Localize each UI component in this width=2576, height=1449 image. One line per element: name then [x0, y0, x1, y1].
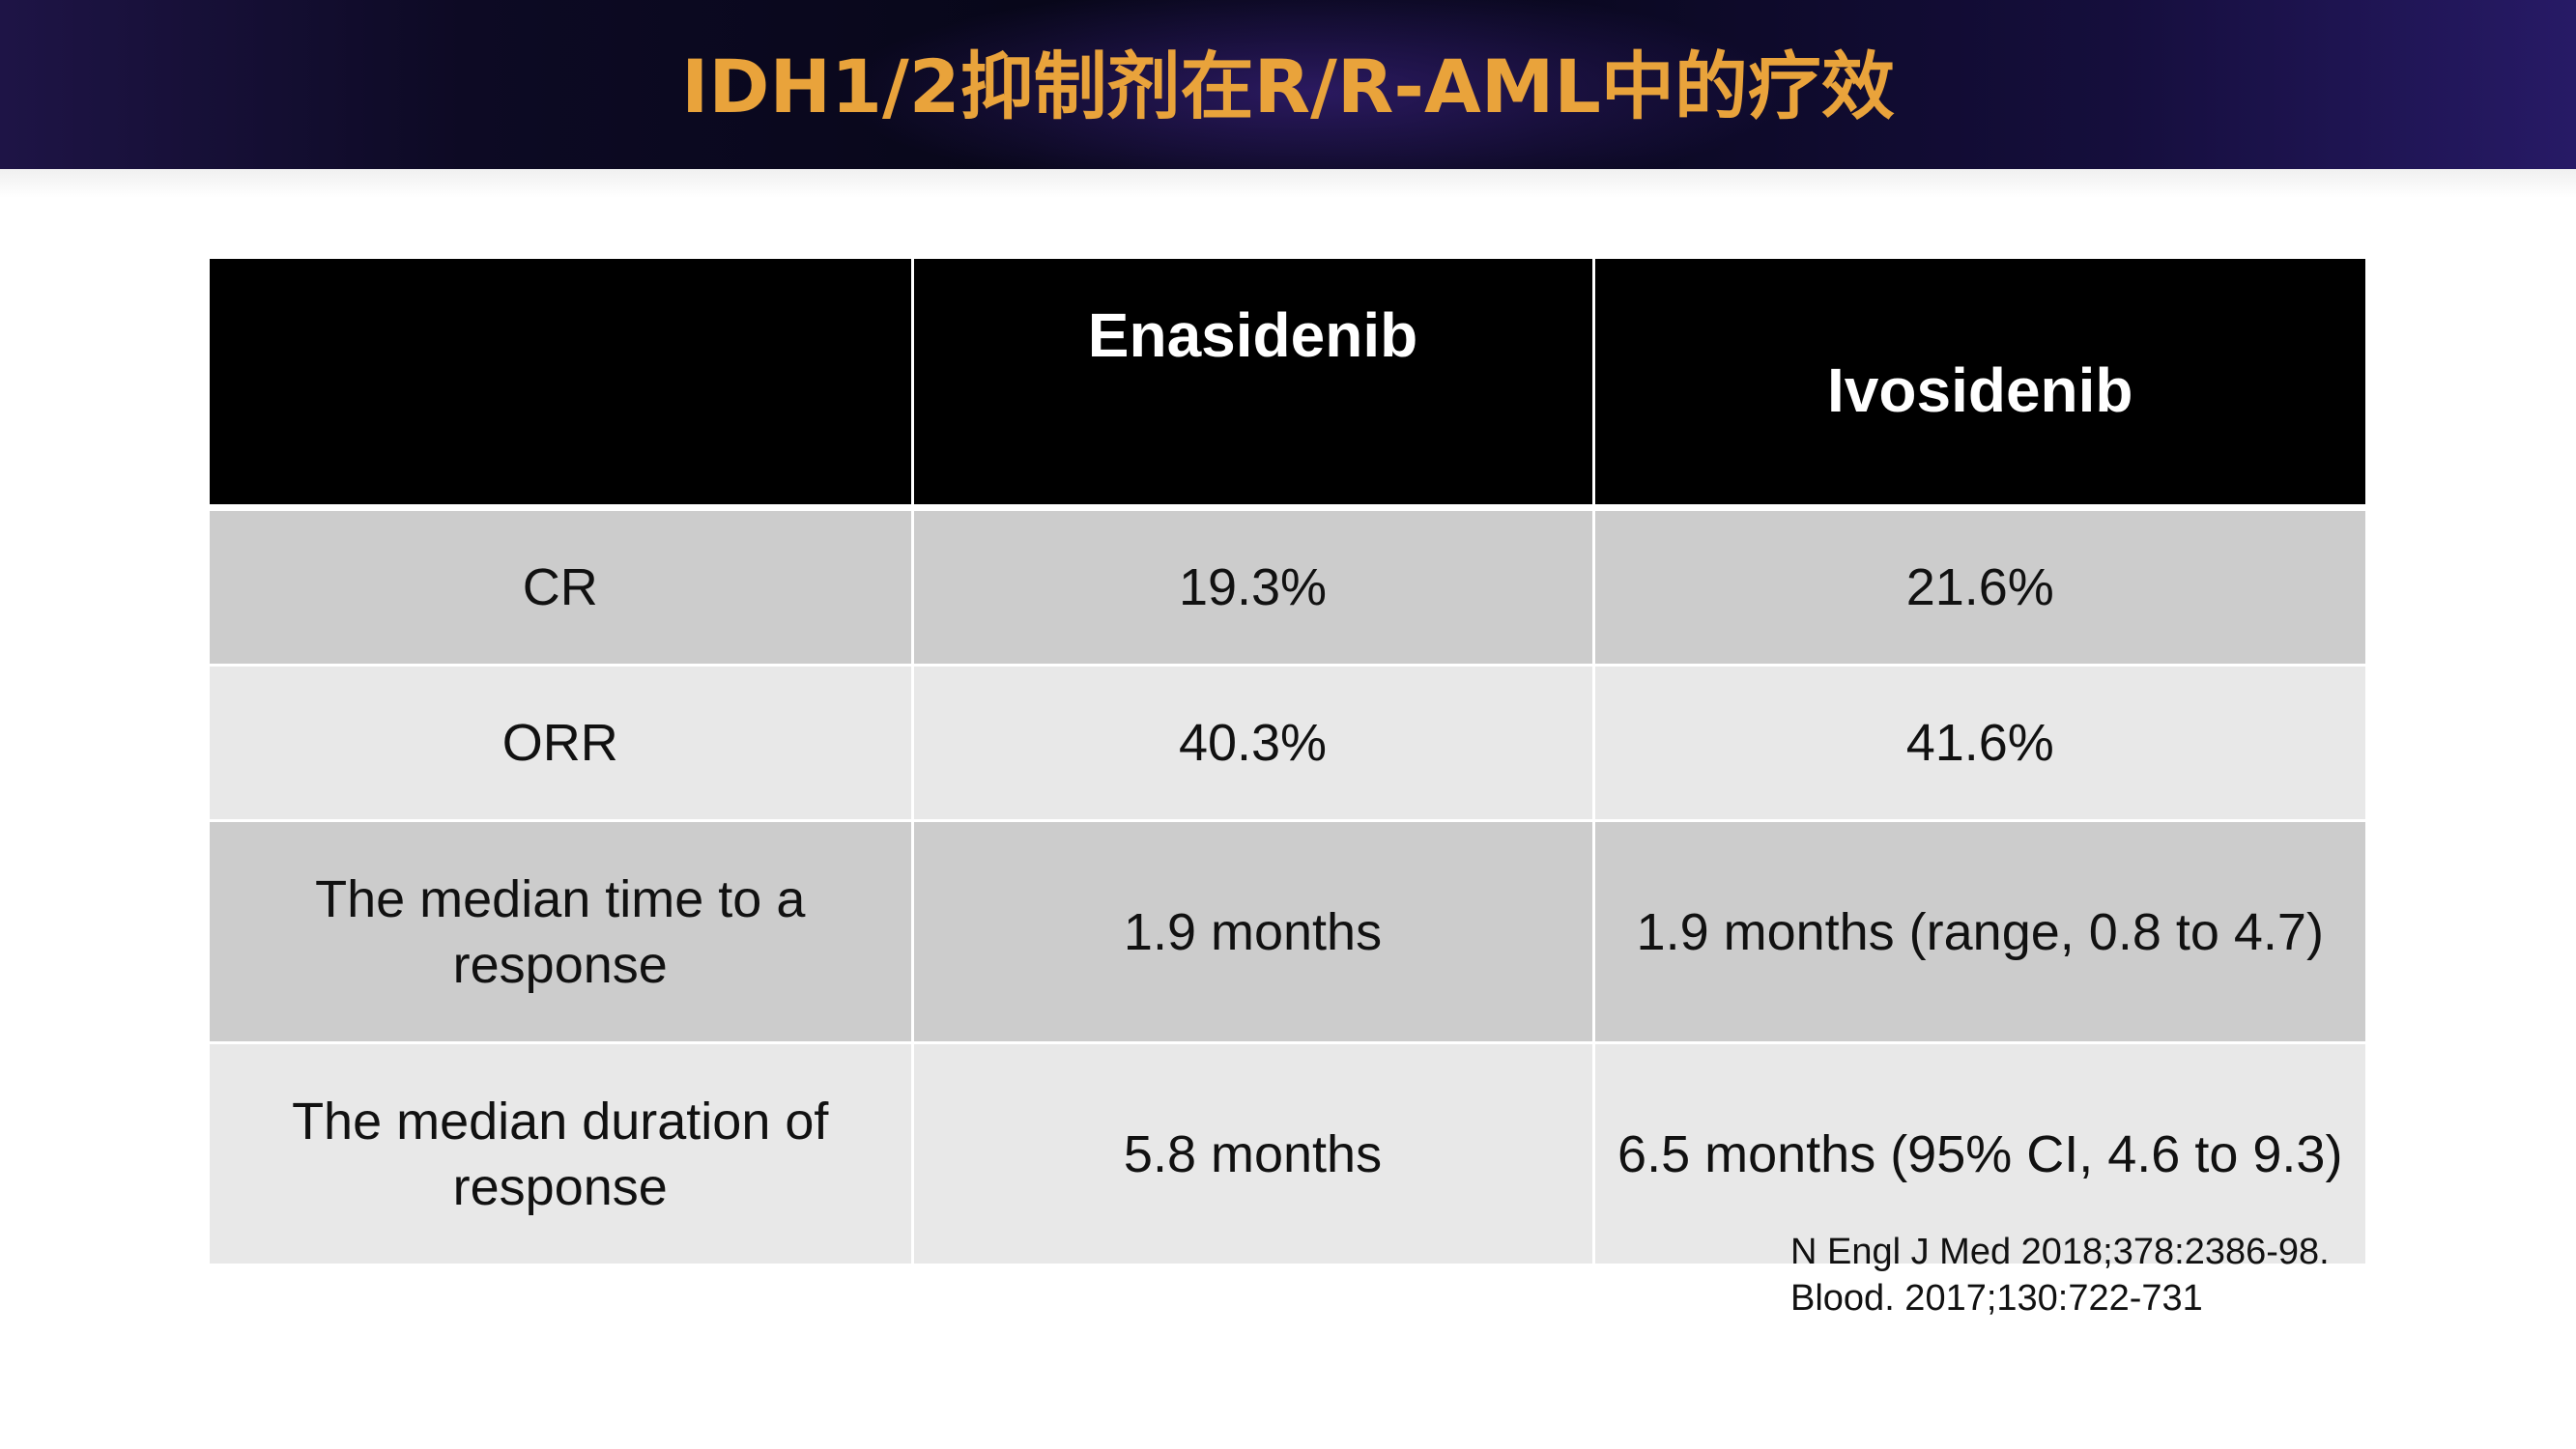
efficacy-table-container: Enasidenib Ivosidenib CR 19.3% 21.6% ORR… [210, 259, 2365, 1266]
header-corner-cell [210, 259, 914, 511]
table-row-cr: CR 19.3% 21.6% [210, 507, 2365, 667]
row-label-median-time-to-response: The median time to a response [210, 820, 914, 1044]
efficacy-comparison-table: Enasidenib Ivosidenib CR 19.3% 21.6% ORR… [210, 259, 2365, 1266]
title-banner [0, 0, 2576, 169]
header-enasidenib: Enasidenib [912, 259, 1595, 511]
cr-ivosidenib-value: 21.6% [1593, 507, 2365, 667]
table-row-orr: ORR 40.3% 41.6% [210, 665, 2365, 822]
orr-enasidenib-value: 40.3% [912, 665, 1595, 822]
banner-shadow [0, 169, 2576, 198]
table-header-row: Enasidenib Ivosidenib [210, 259, 2365, 511]
orr-ivosidenib-value: 41.6% [1593, 665, 2365, 822]
cr-enasidenib-value: 19.3% [912, 507, 1595, 667]
citation-blood: Blood. 2017;130:722-731 [1790, 1278, 2203, 1319]
duration-enasidenib-value: 5.8 months [912, 1042, 1595, 1266]
table-row-median-duration-of-response: The median duration of response 5.8 mont… [210, 1042, 2365, 1266]
row-label-cr: CR [210, 507, 914, 667]
duration-ivosidenib-value: 6.5 months (95% CI, 4.6 to 9.3) [1593, 1042, 2365, 1266]
row-label-orr: ORR [210, 665, 914, 822]
table-row-median-time-to-response: The median time to a response 1.9 months… [210, 820, 2365, 1044]
citations: N Engl J Med 2018;378:2386-98. Blood. 20… [1790, 1229, 2467, 1321]
row-label-median-duration-of-response: The median duration of response [210, 1042, 914, 1266]
citation-nejm: N Engl J Med 2018;378:2386-98. [1790, 1232, 2330, 1272]
time-to-response-enasidenib-value: 1.9 months [912, 820, 1595, 1044]
time-to-response-ivosidenib-value: 1.9 months (range, 0.8 to 4.7) [1593, 820, 2365, 1044]
slide-title: IDH1/2抑制剂在R/R-AML中的疗效 [681, 43, 1895, 129]
header-ivosidenib: Ivosidenib [1593, 259, 2365, 511]
